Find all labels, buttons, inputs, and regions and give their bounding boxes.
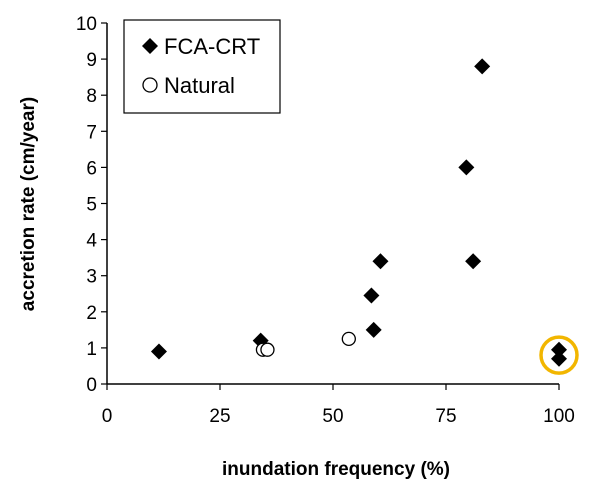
legend: FCA-CRT Natural [123, 19, 281, 114]
y-tick-label: 4 [86, 231, 97, 252]
y-tick-label: 7 [86, 122, 97, 143]
data-point-fca-crt [150, 343, 167, 360]
y-tick-label: 2 [86, 303, 97, 324]
data-point-natural [260, 342, 275, 357]
y-axis-title: accretion rate (cm/year) [18, 97, 39, 311]
legend-box [123, 19, 281, 114]
x-tick-label: 100 [543, 406, 575, 427]
data-markers [150, 58, 567, 367]
y-tick-label: 10 [76, 14, 97, 35]
x-axis-ticks: 0 25 50 75 100 [102, 384, 575, 427]
data-point-fca-crt [474, 58, 491, 75]
x-tick-label: 75 [435, 406, 456, 427]
legend-label-fca-crt: FCA-CRT [164, 34, 260, 59]
y-tick-label: 1 [86, 339, 97, 360]
data-point-natural [341, 331, 356, 347]
legend-marker-natural [142, 77, 158, 93]
y-tick-label: 3 [86, 267, 97, 288]
y-tick-label: 8 [86, 86, 97, 107]
y-tick-label: 9 [86, 50, 97, 71]
legend-label-natural: Natural [164, 73, 235, 98]
data-point-fca-crt [365, 321, 382, 338]
highlight-circle [539, 335, 579, 375]
plot-area: 0 1 2 3 4 5 6 7 8 9 10 0 25 50 75 100 [76, 14, 579, 427]
y-tick-label: 0 [86, 375, 97, 396]
x-tick-label: 50 [322, 406, 343, 427]
data-point-fca-crt [363, 287, 380, 304]
y-tick-label: 6 [86, 158, 97, 179]
data-point-fca-crt [372, 253, 389, 270]
data-point-fca-crt [551, 341, 567, 358]
data-point-fca-crt [465, 253, 482, 270]
y-tick-label: 5 [86, 195, 97, 216]
data-point-fca-crt [458, 159, 475, 176]
y-axis-ticks: 0 1 2 3 4 5 6 7 8 9 10 [76, 14, 107, 396]
x-tick-label: 25 [209, 406, 230, 427]
x-tick-label: 0 [102, 406, 113, 427]
x-axis-title: inundation frequency (%) [222, 459, 450, 480]
legend-marker-fca-crt [142, 38, 158, 54]
data-point-fca-crt [551, 350, 567, 367]
